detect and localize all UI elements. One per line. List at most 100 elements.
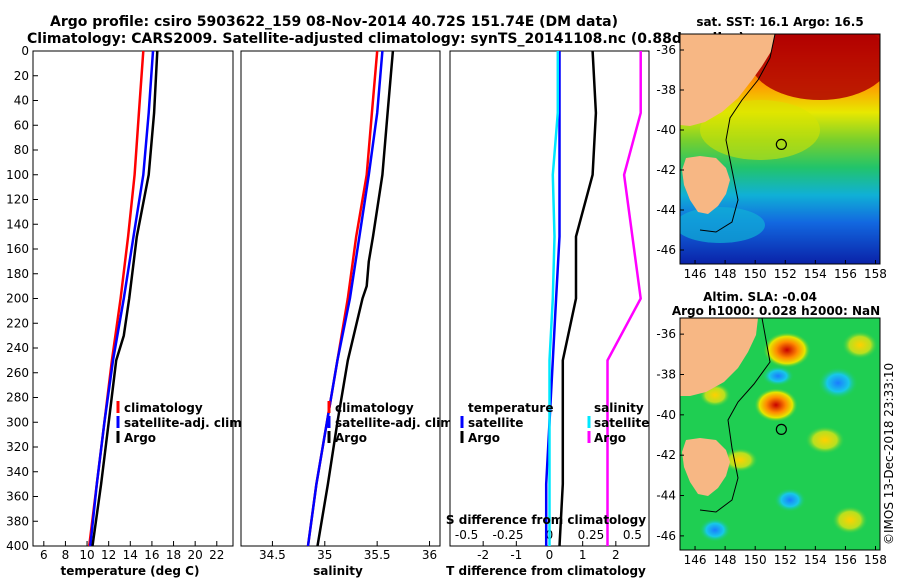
depth-tick-label: 360 [6,490,29,504]
map-y-tick-label: -42 [656,448,676,462]
depth-tick-label: 380 [6,514,29,528]
map-x-tick-label: 146 [684,553,707,567]
sla-map-subtitle: Argo h1000: 0.028 h2000: NaN [672,304,880,318]
series-line-s-argo [606,51,642,546]
sst-shelf-contour [699,34,776,233]
sla-map-title: Altim. SLA: -0.04 [703,290,817,304]
map-x-tick-label: 150 [744,553,767,567]
legend-s-argo: Argo [594,431,626,445]
x-tick-label: 35 [317,548,332,562]
x-tick-label-t: -2 [477,548,489,562]
difference-legend-temperature: temperature satellite Argo [460,401,553,445]
x-tick-label: 6 [40,548,48,562]
sla-map-frame [679,317,881,551]
sst-warm-core [750,34,880,100]
sla-eddy-8 [805,426,845,454]
legend-satellite: satellite-adj. clim. [124,416,246,430]
sla-eddy-9 [774,488,806,512]
temperature-axes-box [32,50,234,547]
sst-cool-patch [680,207,765,243]
x-tick-label: 34.5 [259,548,286,562]
salinity-x-axis: 34.5 35 35.5 36 [259,541,437,562]
map-x-tick-label: 152 [774,267,797,281]
legend-argo: Argo [124,431,156,445]
depth-tick-label: 0 [21,44,29,58]
sla-eddy-3 [818,367,858,399]
x-tick-label: 22 [209,548,224,562]
depth-tick-label: 160 [6,242,29,256]
map-x-tick-label: 154 [804,553,827,567]
depth-tick-label: 260 [6,366,29,380]
credit-text: ©IMOS 13-Dec-2018 23:33:10 [882,363,896,545]
sla-map-panel: Altim. SLA: -0.04 Argo h1000: 0.028 h200… [656,290,887,567]
sst-map-title: sat. SST: 16.1 Argo: 16.5 [696,15,863,29]
sla-mainland [680,318,758,396]
temperature-xlabel: temperature (deg C) [61,564,200,578]
legend-t-satellite: satellite [468,416,523,430]
sst-tasmania [682,156,730,214]
series-line-satellite-adj-clim- [306,50,384,547]
x-tick-label: 36 [422,548,437,562]
depth-tick-label: 220 [6,316,29,330]
x-tick-label: 35.5 [364,548,391,562]
map-x-tick-label: 146 [684,267,707,281]
map-y-tick-label: -36 [656,43,676,57]
difference-legend-salinity: salinity satellite Argo [587,401,649,445]
x-tick-label-t: 2 [612,548,620,562]
map-x-tick-label: 152 [774,553,797,567]
temperature-x-axis: 6 8 10 12 14 16 18 20 22 [40,541,224,562]
x-tick-label-t: 0 [546,548,554,562]
temperature-series [87,50,159,547]
difference-xlabel-s: S difference from climatology [446,513,646,527]
legend-temperature-title: temperature [468,401,553,415]
map-y-tick-label: -40 [656,408,676,422]
sst-map-frame [679,33,881,265]
salinity-legend: climatology satellite-adj. clim. Argo [327,401,457,445]
difference-xlabel-t: T difference from climatology [446,564,646,578]
depth-tick-label: 120 [6,193,29,207]
depth-tick-label: 200 [6,292,29,306]
depth-tick-label: 320 [6,440,29,454]
sla-eddy-10 [832,506,868,534]
sla-eddy-4 [842,331,878,359]
map-y-tick-label: -42 [656,163,676,177]
map-y-tick-label: -44 [656,489,676,503]
difference-panel: -2 -1 0 1 2-0.5 -0.25 0 0.25 0.5 T difference fr… [446,50,650,578]
sla-eddy-1 [763,332,811,368]
salinity-axes-box [240,50,441,547]
x-tick-label: 14 [123,548,138,562]
series-line-satellite-adj-clim- [89,50,155,547]
figure-title-line1: Argo profile: csiro 5903622_159 08-Nov-2… [50,14,618,30]
sla-shelf-contour [699,317,771,513]
depth-tick-label: 20 [14,69,29,83]
map-x-tick-label: 158 [864,553,887,567]
sst-map-x-axis: 146 148 150 152 154 156 158 [684,260,887,281]
map-x-tick-label: 148 [714,553,737,567]
map-x-tick-label: 148 [714,267,737,281]
map-y-tick-label: -46 [656,243,676,257]
map-y-tick-label: -46 [656,529,676,543]
depth-tick-label: 180 [6,267,29,281]
map-x-tick-label: 156 [834,553,857,567]
x-tick-label: 20 [188,548,203,562]
map-y-tick-label: -38 [656,83,676,97]
x-tick-label-t: 1 [579,548,587,562]
legend-climatology: climatology [124,401,203,415]
salinity-series [306,50,395,547]
x-tick-label-s: 0.25 [578,528,605,542]
legend-climatology-s: climatology [335,401,414,415]
sla-argo-location-marker [775,423,787,435]
sst-argo-location-marker [775,138,787,150]
sst-mainland [680,34,775,126]
map-y-tick-label: -40 [656,123,676,137]
sla-eddy-5 [762,366,794,386]
figure-title-line2: Climatology: CARS2009. Satellite-adjuste… [27,31,745,47]
map-x-tick-label: 158 [864,267,887,281]
x-tick-label-s: -0.25 [493,528,524,542]
depth-tick-label: 340 [6,465,29,479]
sst-map-y-axis: -36 -38 -40 -42 -44 -46 [656,43,684,257]
salinity-panel: 34.5 35 35.5 36 salinity climatology satell… [240,50,457,578]
x-tick-label-t: -1 [510,548,522,562]
sla-eddy-11 [699,518,731,542]
difference-series [544,50,642,547]
